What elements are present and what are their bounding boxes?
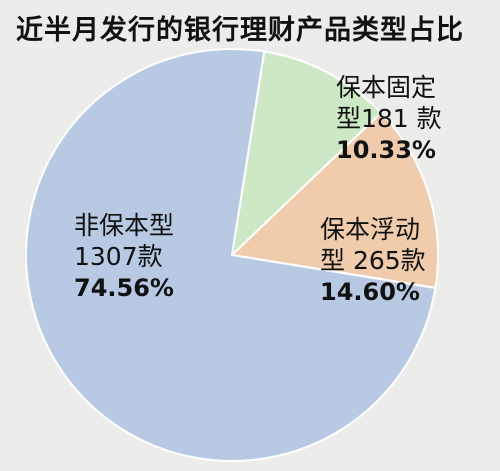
slice-label-floating: 保本浮动 型 265款 14.60% [320,214,426,307]
slice-percent: 14.60% [320,277,420,306]
slice-label-fixed: 保本固定 型181 款 10.33% [336,72,442,165]
pie-slice-0 [230,50,383,258]
slice-name-line1: 非保本型 [74,211,175,240]
slice-percent: 74.56% [74,273,174,302]
slice-name-line2: 型 265款 [320,246,426,276]
pie-slice-2 [25,48,437,462]
chart-title: 近半月发行的银行理财产品类型占比 [16,15,464,46]
slice-name-line2: 型181 款 [336,104,442,134]
slice-name-line1: 保本浮动 [320,215,421,244]
slice-percent: 10.33% [336,135,436,164]
pie-slice-1 [229,111,439,290]
slice-name-line2: 1307款 [74,242,163,272]
slice-label-nonprincipal: 非保本型 1307款 74.56% [74,210,174,303]
slice-name-line1: 保本固定 [336,73,437,102]
